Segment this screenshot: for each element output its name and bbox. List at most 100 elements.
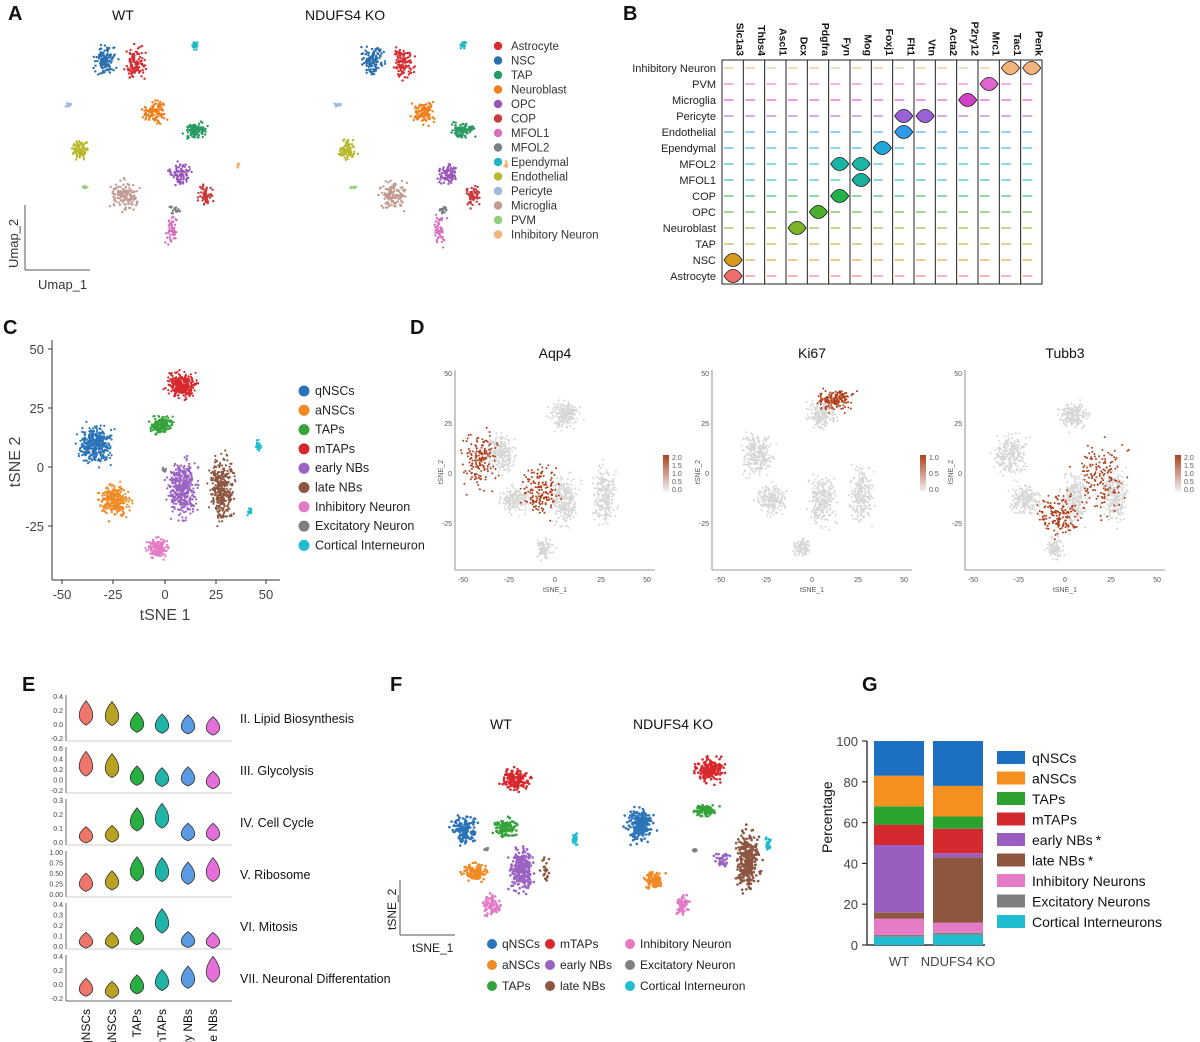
cell-dot <box>450 131 453 134</box>
cell-dot <box>524 497 527 500</box>
cell-dot <box>82 451 85 454</box>
cell-dot <box>94 64 97 67</box>
cell-dot <box>185 180 188 183</box>
cell-dot <box>140 44 144 48</box>
cell-dot <box>196 44 199 47</box>
cell-dot <box>166 236 169 239</box>
cell-dot <box>169 384 172 387</box>
cell-dot <box>514 493 517 496</box>
cell-dot <box>113 428 116 431</box>
cell-dot <box>152 541 155 545</box>
gene-label: Vtn <box>926 39 938 56</box>
cell-dot <box>161 550 164 553</box>
cell-dot <box>168 236 171 239</box>
cell-dot <box>362 56 365 60</box>
cell-dot <box>214 454 217 457</box>
cell-dot <box>420 107 423 110</box>
cell-dot <box>156 122 159 125</box>
cell-dot <box>223 503 226 506</box>
cell-dot <box>191 45 195 48</box>
cell-dot <box>162 104 165 107</box>
cluster-endothelial <box>337 138 360 161</box>
cell-dot <box>186 490 189 493</box>
cell-dot <box>158 105 161 109</box>
cell-dot <box>149 111 152 114</box>
cell-dot <box>179 469 182 472</box>
cell-dot <box>167 416 170 419</box>
cluster-pericyte <box>333 102 342 108</box>
cell-dot <box>218 509 221 512</box>
cell-dot <box>131 52 135 56</box>
cell-dot <box>396 51 400 54</box>
cell-dot <box>508 497 511 500</box>
cell-dot <box>78 448 81 451</box>
cell-dot <box>187 136 190 139</box>
cell-dot <box>92 427 95 430</box>
cell-dot <box>89 442 92 445</box>
cell-dot <box>227 507 231 510</box>
cell-dot <box>176 474 179 477</box>
cell-dot <box>515 491 517 494</box>
cell-dot <box>183 381 186 384</box>
cell-dot <box>91 459 94 462</box>
cell-dot <box>497 441 500 444</box>
cell-dot <box>503 468 506 471</box>
cluster-mtaps <box>162 369 200 402</box>
cell-dot <box>114 500 117 503</box>
cell-dot <box>205 199 209 202</box>
cell-dot <box>179 391 182 394</box>
cell-dot <box>133 61 137 64</box>
cell-dot <box>505 497 508 500</box>
cell-dot <box>92 66 95 70</box>
cell-dot <box>217 490 220 493</box>
panel-c-label: C <box>3 317 17 339</box>
cell-dot <box>76 150 79 153</box>
cell-dot <box>109 483 112 486</box>
cell-dot <box>130 188 133 192</box>
cell-dot <box>103 435 106 438</box>
cell-dot <box>163 553 166 556</box>
y-tick-label: 25 <box>444 421 452 428</box>
cell-dot <box>82 156 85 159</box>
cell-dot <box>154 117 157 121</box>
cell-dot <box>221 509 224 512</box>
cell-dot <box>230 468 233 471</box>
cell-dot <box>409 71 413 75</box>
cell-dot <box>83 436 86 439</box>
cell-dot <box>177 380 180 383</box>
cell-dot <box>180 491 183 494</box>
cell-dot <box>201 126 205 129</box>
cell-dot <box>161 548 164 551</box>
legend-dot <box>493 70 503 80</box>
gene-label: Tac1 <box>1011 33 1023 56</box>
cell-dot <box>163 478 166 482</box>
cell-dot <box>133 194 136 197</box>
legend-dot <box>298 443 310 455</box>
cell-dot <box>157 113 161 116</box>
cell-dot <box>188 462 191 465</box>
violin-shape <box>872 141 892 155</box>
cell-dot <box>196 41 199 44</box>
cell-dot <box>404 64 408 67</box>
cell-dot <box>157 429 160 432</box>
cell-dot <box>182 511 186 514</box>
cell-dot <box>164 546 167 549</box>
cell-dot <box>116 491 119 494</box>
cell-dot <box>472 198 475 201</box>
cell-dot <box>75 153 79 156</box>
legend-label: mTAPs <box>315 442 355 456</box>
cell-dot <box>141 63 144 67</box>
cell-dot <box>221 464 224 467</box>
cell-dot <box>369 59 372 62</box>
cell-dot <box>155 547 158 551</box>
legend-dot <box>298 404 310 416</box>
cell-dot <box>189 512 192 515</box>
cell-dot <box>150 546 153 549</box>
cell-dot <box>111 498 114 501</box>
cell-dot <box>189 502 192 505</box>
cell-dot <box>209 489 212 492</box>
cell-dot <box>144 118 147 121</box>
cell-dot <box>191 394 195 397</box>
cell-dot <box>96 492 100 495</box>
cell-dot <box>185 174 189 177</box>
